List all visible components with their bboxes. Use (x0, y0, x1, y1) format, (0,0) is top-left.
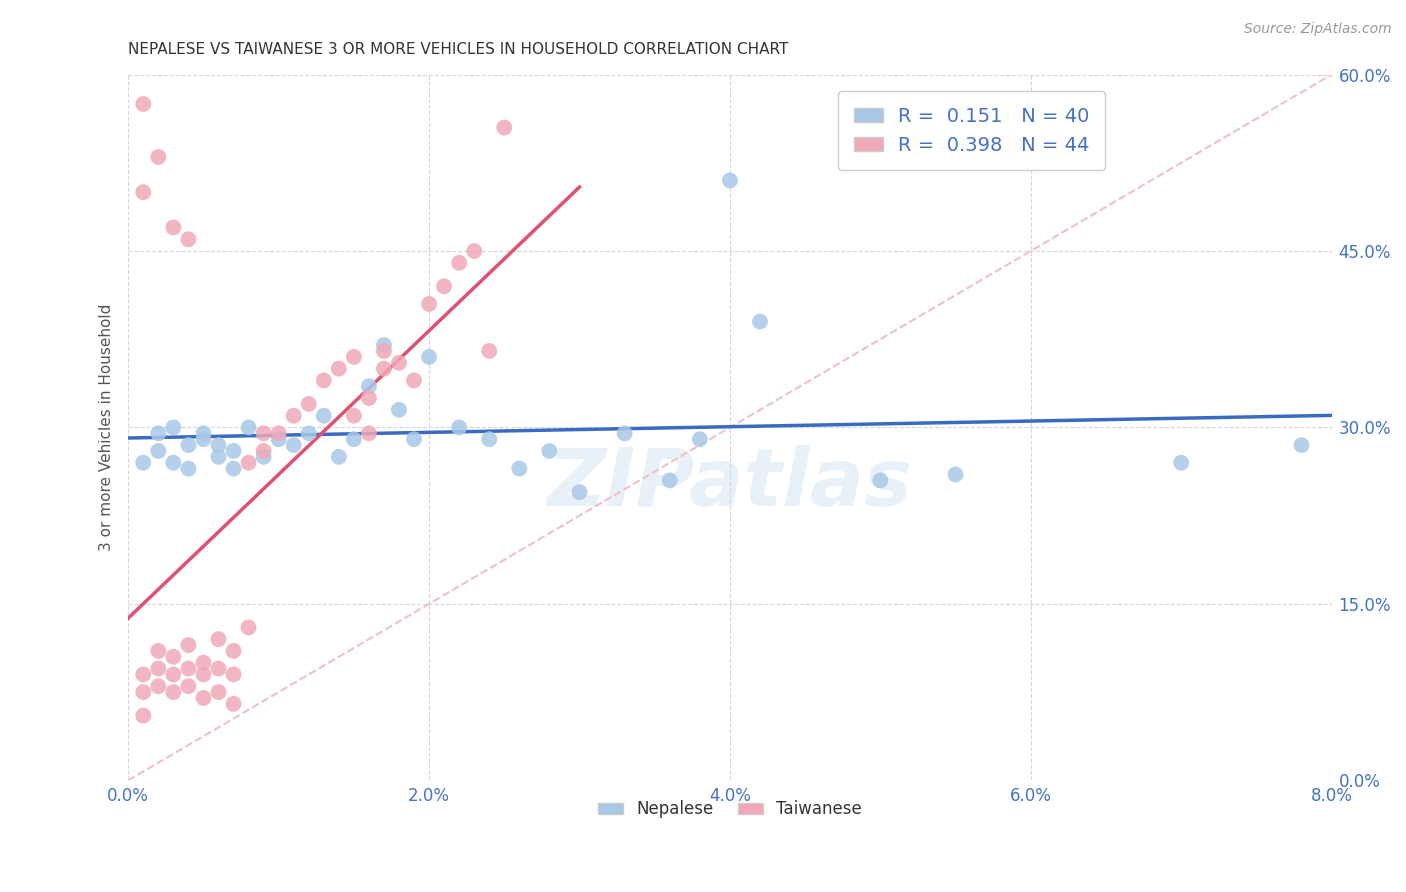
Point (267, 426, 290, 441)
Point (193, 690, 215, 705)
Point (478, 343, 501, 358)
Point (402, 373, 425, 387)
Point (222, 644, 245, 658)
Point (418, 350, 440, 364)
Point (148, 662, 170, 676)
Point (177, 638, 200, 652)
Point (207, 438, 229, 452)
Point (162, 420, 184, 434)
Point (193, 667, 215, 681)
Point (494, 120, 516, 135)
Point (177, 461, 200, 475)
Point (283, 409, 305, 423)
Point (373, 361, 395, 376)
Point (132, 708, 155, 723)
Point (945, 467, 967, 482)
Point (312, 409, 335, 423)
Point (193, 426, 215, 441)
Point (252, 450, 274, 464)
Point (193, 656, 215, 670)
Point (343, 350, 366, 364)
Point (449, 256, 471, 270)
Point (267, 432, 290, 446)
Point (162, 456, 184, 470)
Point (658, 474, 681, 488)
Point (238, 420, 260, 434)
Point (613, 426, 636, 441)
Point (132, 667, 155, 681)
Point (207, 662, 229, 676)
Point (357, 426, 380, 441)
Point (357, 379, 380, 393)
Point (238, 620, 260, 634)
Point (402, 432, 425, 446)
Point (449, 420, 471, 434)
Point (162, 649, 184, 664)
Point (298, 397, 321, 411)
Point (148, 644, 170, 658)
Text: ZIPatlas: ZIPatlas (547, 445, 912, 523)
Text: NEPALESE VS TAIWANESE 3 OR MORE VEHICLES IN HOUSEHOLD CORRELATION CHART: NEPALESE VS TAIWANESE 3 OR MORE VEHICLES… (128, 42, 789, 57)
Point (222, 461, 245, 475)
Point (207, 450, 229, 464)
Point (162, 685, 184, 699)
Point (1170, 456, 1192, 470)
Point (508, 461, 530, 475)
Point (132, 685, 155, 699)
Point (689, 432, 711, 446)
Point (298, 426, 321, 441)
Point (538, 444, 561, 458)
Point (193, 432, 215, 446)
Point (718, 173, 741, 187)
Point (148, 679, 170, 693)
Point (162, 667, 184, 681)
Point (252, 426, 274, 441)
Point (252, 444, 274, 458)
Point (343, 409, 366, 423)
Legend: Nepalese, Taiwanese: Nepalese, Taiwanese (591, 794, 869, 825)
Point (328, 450, 350, 464)
Point (148, 150, 170, 164)
Point (132, 97, 155, 112)
Point (749, 315, 772, 329)
Point (463, 244, 485, 258)
Point (177, 438, 200, 452)
Point (328, 361, 350, 376)
Point (1291, 438, 1313, 452)
Point (373, 338, 395, 352)
Point (207, 632, 229, 647)
Point (148, 444, 170, 458)
Point (388, 356, 411, 370)
Point (388, 402, 411, 417)
Point (373, 343, 395, 358)
Point (162, 220, 184, 235)
Point (177, 679, 200, 693)
Point (343, 432, 366, 446)
Point (478, 432, 501, 446)
Point (433, 279, 456, 293)
Point (132, 185, 155, 199)
Point (148, 426, 170, 441)
Point (312, 373, 335, 387)
Point (238, 456, 260, 470)
Point (357, 391, 380, 405)
Point (207, 685, 229, 699)
Point (283, 438, 305, 452)
Point (177, 662, 200, 676)
Point (869, 474, 891, 488)
Text: Source: ZipAtlas.com: Source: ZipAtlas.com (1244, 22, 1392, 37)
Y-axis label: 3 or more Vehicles in Household: 3 or more Vehicles in Household (100, 304, 114, 551)
Point (177, 232, 200, 246)
Point (222, 667, 245, 681)
Point (418, 297, 440, 311)
Point (132, 456, 155, 470)
Point (568, 485, 591, 500)
Point (222, 697, 245, 711)
Point (222, 444, 245, 458)
